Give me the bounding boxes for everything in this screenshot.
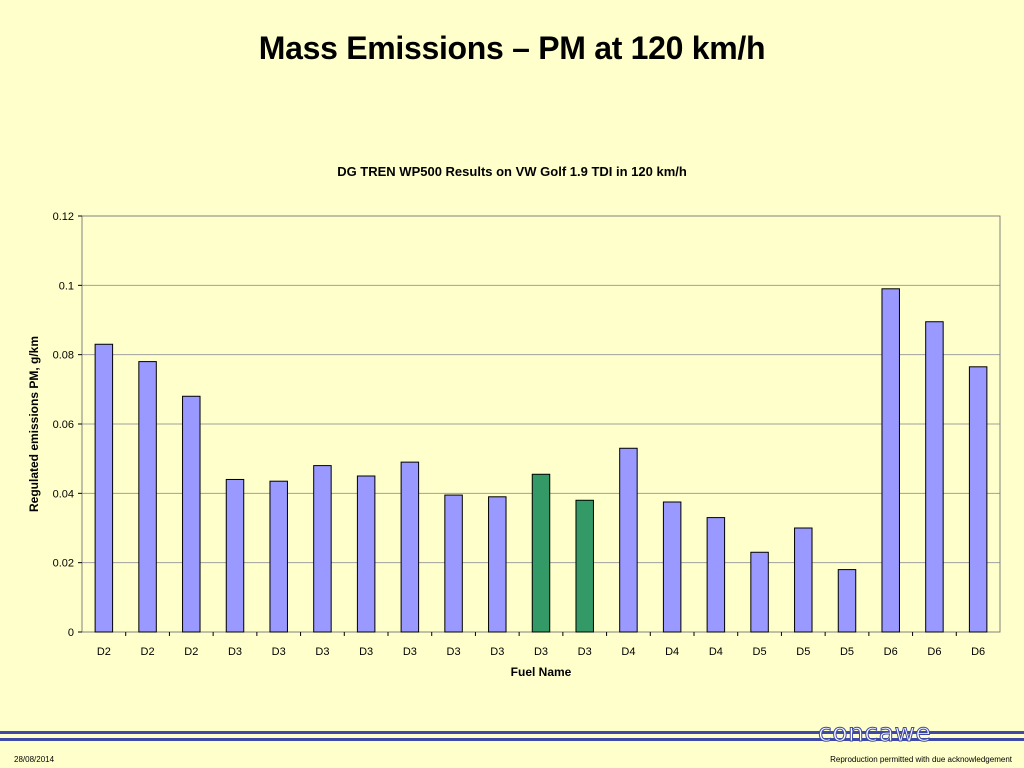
bar-d2-1 <box>94 343 114 633</box>
x-tick-label: D5 <box>840 646 854 658</box>
bar-d3-11 <box>531 473 551 633</box>
x-tick-label: D3 <box>447 646 461 658</box>
y-tick-label: 0.02 <box>53 558 74 570</box>
bar-d4-15 <box>706 517 726 633</box>
x-tick-label: D3 <box>403 646 417 658</box>
bar-d5-17 <box>794 527 813 633</box>
bar-d3-6 <box>313 465 332 633</box>
bar-d6-21 <box>968 366 988 633</box>
bar-d3-10 <box>488 496 507 633</box>
x-tick-label: D3 <box>578 646 592 658</box>
x-tick-label: D2 <box>141 646 155 658</box>
x-tick-label: D6 <box>884 646 898 658</box>
y-tick-label: 0.1 <box>59 280 74 292</box>
x-tick-label: D4 <box>709 646 723 658</box>
y-tick-label: 0.12 <box>53 211 74 223</box>
bar-d3-7 <box>356 475 376 633</box>
x-tick-label: D3 <box>534 646 548 658</box>
y-tick-label: 0.06 <box>53 419 74 431</box>
bar-d2-2 <box>138 361 157 633</box>
bar-d3-9 <box>444 494 463 633</box>
footer-divider-top <box>0 731 1024 734</box>
footer-date: 28/08/2014 <box>14 755 55 764</box>
bar-d3-4 <box>225 478 245 633</box>
bar-d4-14 <box>662 501 682 633</box>
bars <box>94 288 988 633</box>
y-tick-label: 0.04 <box>53 488 74 500</box>
x-tick-label: D6 <box>927 646 941 658</box>
bar-d5-18 <box>837 569 857 633</box>
footer-note: Reproduction permitted with due acknowle… <box>830 755 1012 764</box>
chart-title: DG TREN WP500 Results on VW Golf 1.9 TDI… <box>337 164 687 179</box>
x-tick-label: D5 <box>753 646 767 658</box>
x-tick-label: D4 <box>665 646 679 658</box>
bar-d3-12 <box>575 499 594 633</box>
bar-d6-19 <box>881 288 900 633</box>
x-axis-label: Fuel Name <box>511 665 572 679</box>
x-tick-label: D4 <box>621 646 635 658</box>
x-tick-label: D2 <box>97 646 111 658</box>
bar-d6-20 <box>925 321 944 633</box>
y-tick-label: 0 <box>68 627 74 639</box>
x-tick-label: D3 <box>228 646 242 658</box>
x-tick-label: D3 <box>315 646 329 658</box>
bar-d5-16 <box>750 551 769 633</box>
bar-d3-8 <box>400 461 420 633</box>
y-axis-label: Regulated emissions PM, g/km <box>27 336 41 512</box>
x-tick-label: D2 <box>184 646 198 658</box>
footer-divider-bottom <box>0 738 1024 741</box>
x-tick-label: D5 <box>796 646 810 658</box>
bar-d3-5 <box>269 480 288 633</box>
slide-title: Mass Emissions – PM at 120 km/h <box>258 30 766 66</box>
x-tick-label: D3 <box>490 646 504 658</box>
x-tick-label: D3 <box>359 646 373 658</box>
concawe-logo: concawe <box>817 718 932 748</box>
bar-d2-3 <box>182 395 201 633</box>
y-axis-ticks: 0 0.02 0.04 0.06 0.08 0.1 0.12 <box>53 211 82 639</box>
x-tick-label: D3 <box>272 646 286 658</box>
y-tick-label: 0.08 <box>53 350 74 362</box>
bar-d4-13 <box>619 447 638 633</box>
x-axis-ticks: D2 D2 D2 D3 D3 D3 D3 D3 D3 D3 D3 D3 D4 D4 D4 D5 D5 D5 D6 D6… <box>97 632 985 658</box>
x-tick-label: D6 <box>971 646 985 658</box>
